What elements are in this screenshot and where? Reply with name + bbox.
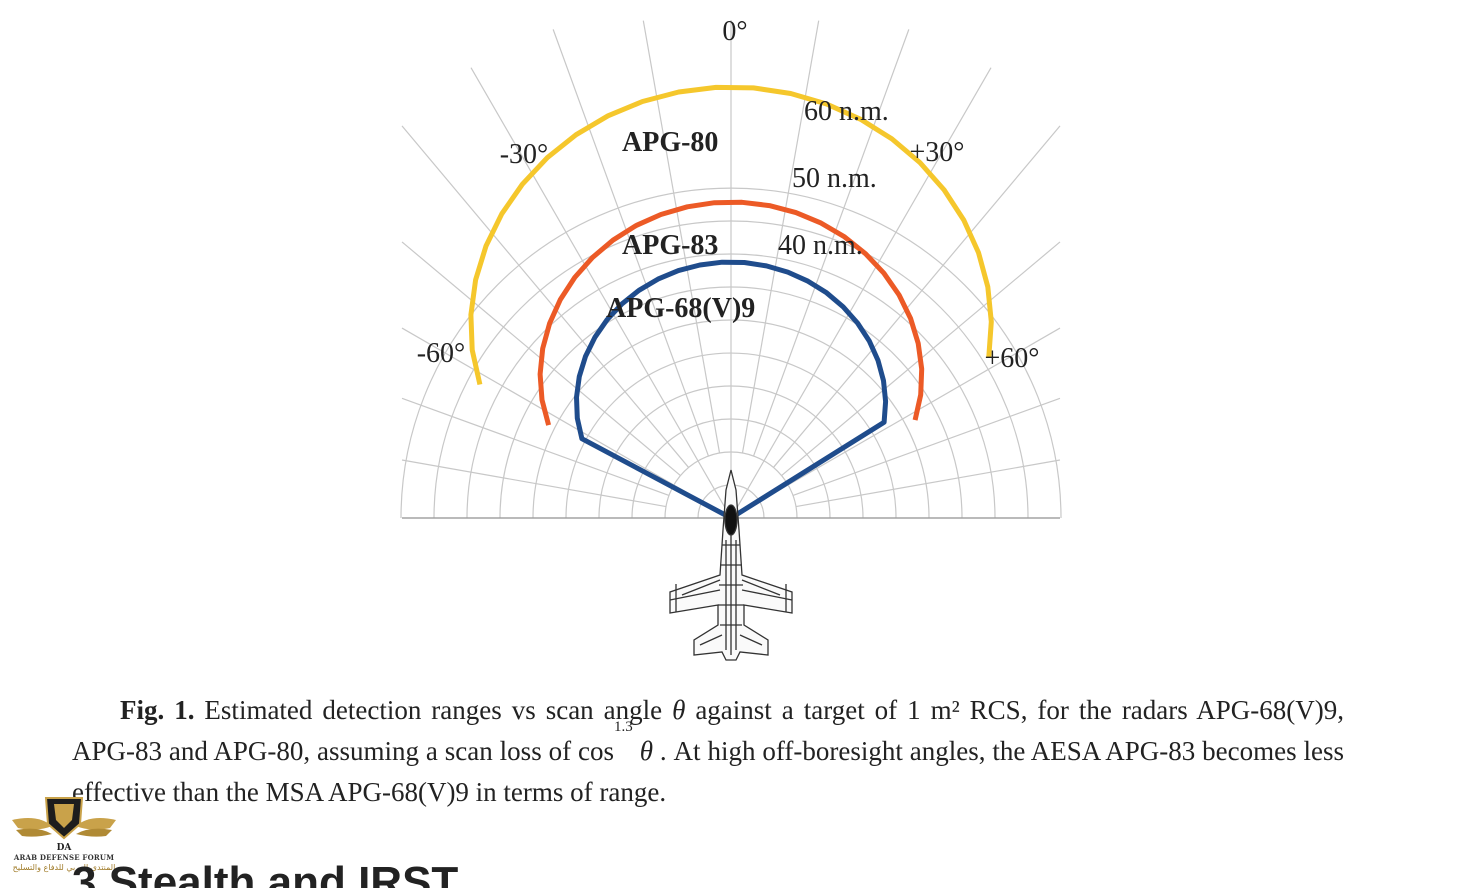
radar-label-apg68: APG-68(V)9 — [606, 293, 755, 324]
caption-text-3: . At high off-boresight angles, the AESA… — [72, 736, 1345, 807]
next-section-heading-fragment: 3 Stealth and IRST — [72, 858, 459, 888]
range-label-60nm: 60 n.m. — [804, 96, 889, 127]
svg-text:DA: DA — [57, 843, 73, 853]
winged-shield-icon: DA — [12, 797, 116, 853]
caption-theta-2: θ — [639, 736, 653, 766]
radar-label-apg80: APG-80 — [622, 127, 718, 158]
angle-label-0: 0° — [722, 16, 747, 47]
caption-theta: θ — [672, 695, 686, 725]
caption-text-2: against a target of 1 m² RCS, for the ra… — [72, 695, 1344, 766]
angle-label-minus-60: -60° — [417, 338, 466, 369]
fighter-jet-top-view-icon — [669, 469, 793, 661]
watermark-logo: DA ARAB DEFENSE FORUM المنتدى العربي للد… — [8, 792, 120, 876]
polar-grid — [400, 20, 1062, 519]
angle-label-plus-30: +30° — [910, 137, 965, 168]
watermark-text-ar: المنتدى العربي للدفاع والتسليح — [12, 863, 116, 872]
range-label-50nm: 50 n.m. — [792, 163, 877, 194]
caption-label: Fig. 1. — [120, 695, 195, 725]
apg80-range-curve — [468, 84, 994, 386]
watermark-text-en: ARAB DEFENSE FORUM — [13, 853, 115, 862]
polar-range-figure: 0° -30° +30° -60° +60° 60 n.m. 50 n.m. 4… — [400, 16, 1062, 661]
angle-label-minus-30: -30° — [500, 139, 549, 170]
range-label-40nm: 40 n.m. — [778, 230, 863, 261]
apg83-range-curve — [537, 199, 925, 426]
angle-label-plus-60: +60° — [985, 343, 1040, 374]
figure-caption: Fig. 1. Estimated detection ranges vs sc… — [72, 690, 1344, 813]
radar-label-apg83: APG-83 — [622, 230, 718, 261]
caption-exponent: 1.3 — [614, 719, 633, 735]
caption-text-1: Estimated detection ranges vs scan angle — [194, 695, 673, 725]
apg68-range-curve — [574, 259, 889, 521]
